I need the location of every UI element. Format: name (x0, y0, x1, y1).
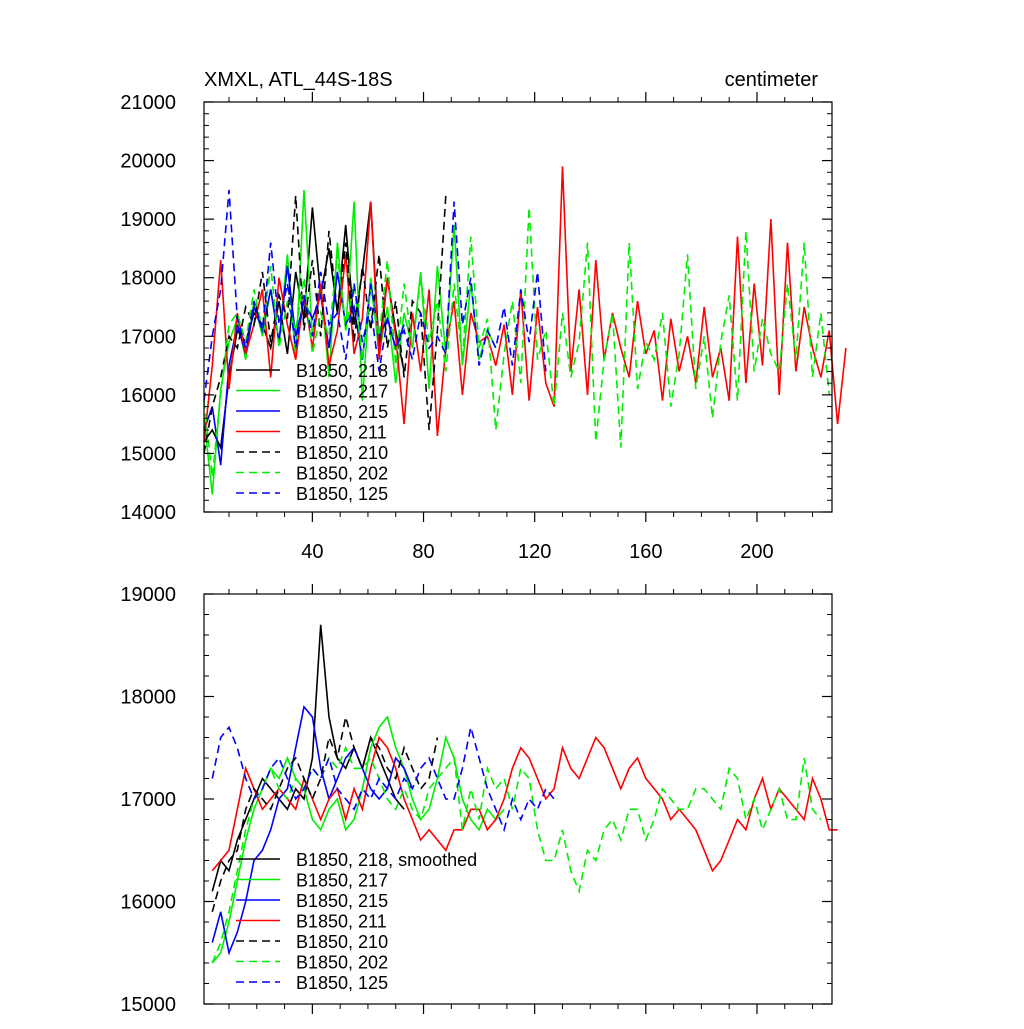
top-axes: 14000 15000 16000 17000 18000 19000 20000 21000… (120, 92, 833, 563)
ytick-label-0-7: 21000 (120, 92, 176, 114)
ytick-label-0-2: 16000 (120, 385, 176, 407)
legend-label-1-4: B1850, 210 (296, 932, 388, 952)
series-line-0-4 (203, 195, 447, 454)
legend-label-1-3: B1850, 211 (296, 912, 387, 932)
legend-label-0-1: B1850, 217 (296, 382, 388, 402)
legend-label-0-5: B1850, 202 (296, 464, 388, 484)
bottom-axes: 15000 16000 17000 18000 19000 (120, 584, 833, 1016)
series-line-1-3 (211, 735, 838, 873)
ytick-label-1-3: 18000 (120, 687, 176, 709)
series-line-1-6 (211, 725, 555, 833)
legend-label-1-6: B1850, 125 (296, 973, 388, 993)
xtick-label-0-2: 120 (518, 541, 551, 563)
series-line-0-3 (203, 166, 847, 442)
ytick-label-0-5: 19000 (120, 209, 176, 231)
bottom-series-group (211, 624, 838, 964)
legend-label-0-4: B1850, 210 (296, 443, 388, 463)
ytick-label-1-4: 19000 (120, 584, 176, 606)
legend-label-0-2: B1850, 215 (296, 402, 388, 422)
xtick-label-0-1: 80 (412, 541, 434, 563)
legend-label-0-0: B1850, 218 (296, 361, 388, 381)
legend-label-1-0: B1850, 218, smoothed (296, 850, 477, 870)
ytick-label-0-3: 17000 (120, 326, 176, 348)
top-panel: XMXL, ATL_44S-18S centimeter B1850, 218B… (120, 69, 847, 563)
ytick-label-0-4: 18000 (120, 268, 176, 290)
top-series-group (203, 166, 847, 495)
ytick-label-1-0: 15000 (120, 994, 176, 1016)
xtick-label-0-4: 200 (740, 541, 773, 563)
ytick-label-1-1: 16000 (120, 892, 176, 914)
series-line-0-5 (203, 207, 830, 477)
legend-label-0-3: B1850, 211 (296, 423, 387, 443)
ytick-label-1-2: 17000 (120, 789, 176, 811)
chart-title: XMXL, ATL_44S-18S (204, 69, 393, 91)
series-line-0-6 (203, 189, 547, 401)
ytick-label-0-0: 14000 (120, 502, 176, 524)
legend-label-1-2: B1850, 215 (296, 891, 388, 911)
series-line-1-2 (211, 704, 414, 956)
plot-frame-0 (203, 101, 833, 513)
xtick-label-0-3: 160 (629, 541, 662, 563)
units-label: centimeter (725, 69, 819, 91)
xtick-label-0-0: 40 (301, 541, 323, 563)
series-line-1-4 (211, 716, 439, 913)
legend-label-1-5: B1850, 202 (296, 953, 388, 973)
ytick-label-0-1: 15000 (120, 443, 176, 465)
legend-label-1-1: B1850, 217 (296, 871, 388, 891)
ytick-label-0-6: 20000 (120, 151, 176, 173)
legend-label-0-6: B1850, 125 (296, 484, 388, 504)
